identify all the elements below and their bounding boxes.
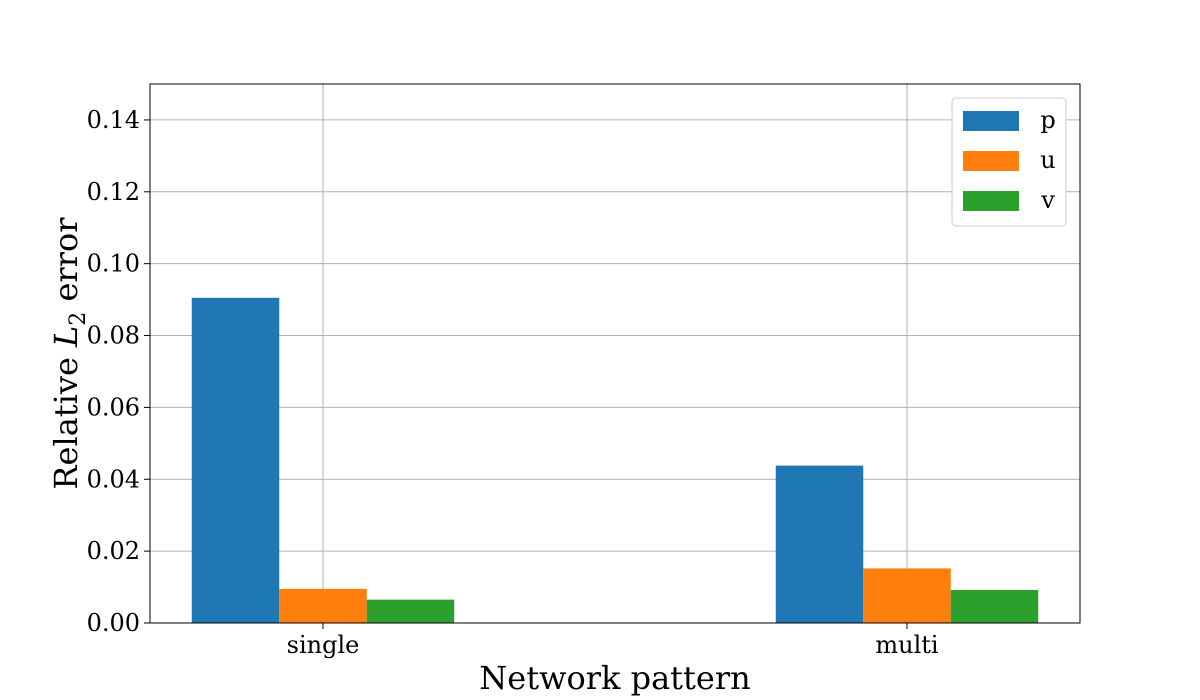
y-axis-label: Relative L2 error: [47, 217, 91, 490]
bar-v-multi: [950, 589, 1039, 623]
y-tick-label: 0.00: [87, 609, 140, 637]
y-tick-label: 0.14: [87, 106, 140, 134]
legend-swatch-v: [963, 191, 1019, 211]
bar-v-single: [366, 599, 455, 623]
bars: [191, 297, 1039, 623]
bar-p-single: [191, 297, 280, 623]
y-axis-ticks: 0.00 0.02 0.04 0.06 0.08 0.10 0.12 0.14: [87, 106, 150, 637]
x-axis-ticks: single multi: [287, 623, 939, 659]
x-axis-label: Network pattern: [479, 659, 750, 697]
x-tick-label-single: single: [287, 631, 360, 659]
plot-area-frame: [149, 83, 1081, 624]
y-tick-label: 0.04: [87, 465, 140, 493]
y-axis-label-suffix: error: [47, 217, 85, 312]
legend-swatch-u: [963, 151, 1019, 171]
y-axis-label-symbol: L: [47, 326, 85, 348]
y-tick-label: 0.06: [87, 393, 140, 421]
bar-p-multi: [775, 465, 864, 623]
y-axis-label-subscript: 2: [66, 312, 91, 326]
grid: [150, 84, 1080, 624]
legend: puv: [951, 97, 1067, 227]
legend-swatch-p: [963, 111, 1019, 131]
y-tick-label: 0.02: [87, 537, 140, 565]
y-tick-label: 0.12: [87, 178, 140, 206]
bar-u-single: [279, 588, 367, 623]
legend-label-p: p: [1040, 106, 1055, 134]
bar-u-multi: [863, 568, 951, 623]
x-tick-label-multi: multi: [875, 631, 939, 659]
y-axis-label-prefix: Relative: [47, 347, 85, 490]
y-tick-label: 0.08: [87, 322, 140, 350]
legend-label-u: u: [1040, 146, 1055, 174]
y-tick-label: 0.10: [87, 250, 140, 278]
legend-label-v: v: [1040, 186, 1055, 214]
